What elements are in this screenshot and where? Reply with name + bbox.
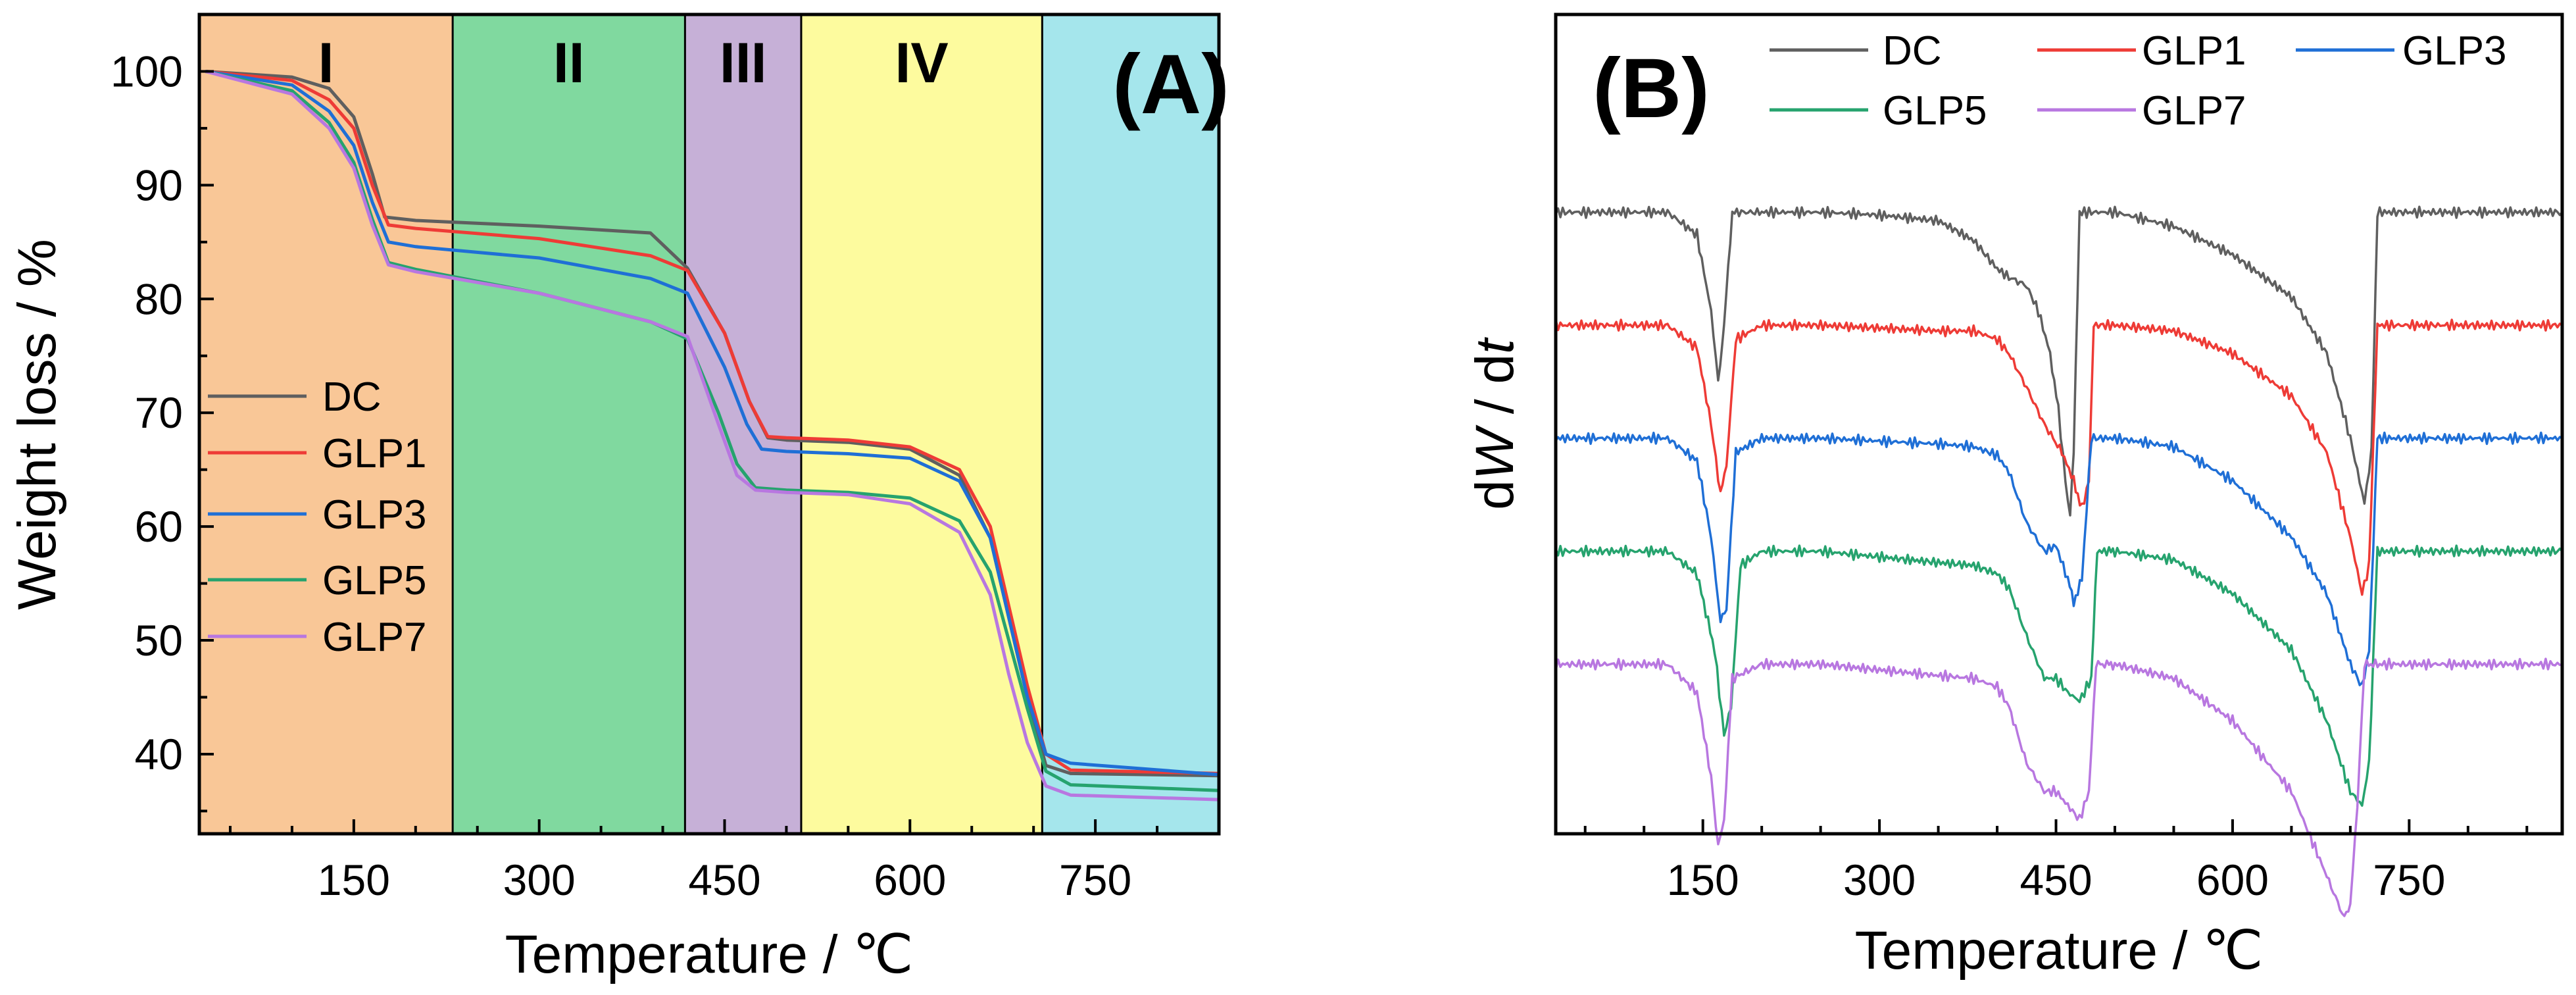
region-band-4 <box>801 14 1043 834</box>
legend-label-glp3: GLP3 <box>2402 28 2507 74</box>
panel-a-ticks: 150 300 450 600 750 40 50 60 70 80 90 100 <box>111 13 1220 904</box>
legend-label-glp5: GLP5 <box>1883 88 1987 134</box>
panel-b-frame <box>1554 13 2564 836</box>
y-tick-label-a-50: 50 <box>135 616 183 665</box>
panel-b-x-axis-label: Temperature / ℃ <box>1855 921 2264 981</box>
x-tick-label-a-300: 300 <box>503 855 576 904</box>
panel-b-y-axis-label: dW / dt <box>1465 337 1525 510</box>
series-line-a-glp5 <box>205 70 1220 792</box>
series-line-b-glp1 <box>1554 319 2563 596</box>
legend-label-glp5: GLP5 <box>322 558 427 603</box>
panel-a-regions <box>199 14 1219 834</box>
series-line-b-glp5 <box>1554 544 2564 807</box>
x-tick-label-a-450: 450 <box>688 855 760 904</box>
panel-a-series <box>205 70 1220 802</box>
series-line-b-dc <box>1554 205 2564 517</box>
panel-a-legend: DC GLP1 GLP3 GLP5 GLP7 <box>208 374 427 660</box>
panel-a-frame <box>197 13 1221 836</box>
y-tick-label-a-80: 80 <box>135 274 183 323</box>
x-tick-label-b-600: 600 <box>2196 855 2269 904</box>
region-label-iii: III <box>720 32 767 95</box>
y-tick-label-a-90: 90 <box>135 161 183 209</box>
panel-b: 150 300 450 600 750 (B) Temperature / ℃ dW /… <box>1465 13 2564 981</box>
region-band-1 <box>199 14 453 834</box>
series-line-b-glp7 <box>1554 657 2563 917</box>
legend-label-glp1: GLP1 <box>2142 28 2246 74</box>
y-tick-label-a-70: 70 <box>135 388 183 437</box>
panel-b-ticks: 150 300 450 600 750 <box>1583 819 2529 904</box>
x-tick-label-b-300: 300 <box>1843 855 1916 904</box>
panel-b-series <box>1554 205 2564 917</box>
panel-a-y-axis-label: Weight loss / % <box>7 239 67 610</box>
region-band-3 <box>685 14 801 834</box>
panel-b-legend: DC GLP1 GLP3 GLP5 GLP7 <box>1770 28 2507 134</box>
series-line-a-glp3 <box>205 70 1220 777</box>
panel-a-x-axis-label: Temperature / ℃ <box>505 925 914 984</box>
legend-label-dc: DC <box>322 374 382 420</box>
x-tick-label-a-600: 600 <box>874 855 946 904</box>
region-band-5 <box>1042 14 1219 834</box>
panel-a-label: (A) <box>1112 38 1229 132</box>
series-line-a-glp1 <box>205 70 1220 775</box>
series-line-b-glp3 <box>1554 431 2563 686</box>
y-tick-label-a-60: 60 <box>135 502 183 551</box>
legend-label-dc: DC <box>1883 28 1942 74</box>
legend-label-glp7: GLP7 <box>2142 88 2246 134</box>
region-band-2 <box>453 14 685 834</box>
legend-label-glp7: GLP7 <box>322 615 427 660</box>
x-tick-label-b-450: 450 <box>2019 855 2092 904</box>
panel-b-label: (B) <box>1593 41 1710 136</box>
y-tick-label-a-100: 100 <box>111 47 183 95</box>
region-label-i: I <box>318 32 334 95</box>
x-tick-label-a-750: 750 <box>1059 855 1131 904</box>
region-label-iv: IV <box>895 32 949 95</box>
legend-label-glp1: GLP1 <box>322 431 427 476</box>
legend-label-glp3: GLP3 <box>322 492 427 538</box>
series-line-a-glp7 <box>205 70 1220 802</box>
x-tick-label-b-750: 750 <box>2373 855 2445 904</box>
x-tick-label-a-150: 150 <box>318 855 390 904</box>
region-label-ii: II <box>553 32 585 95</box>
x-tick-label-b-150: 150 <box>1667 855 1739 904</box>
y-tick-label-a-40: 40 <box>135 730 183 778</box>
